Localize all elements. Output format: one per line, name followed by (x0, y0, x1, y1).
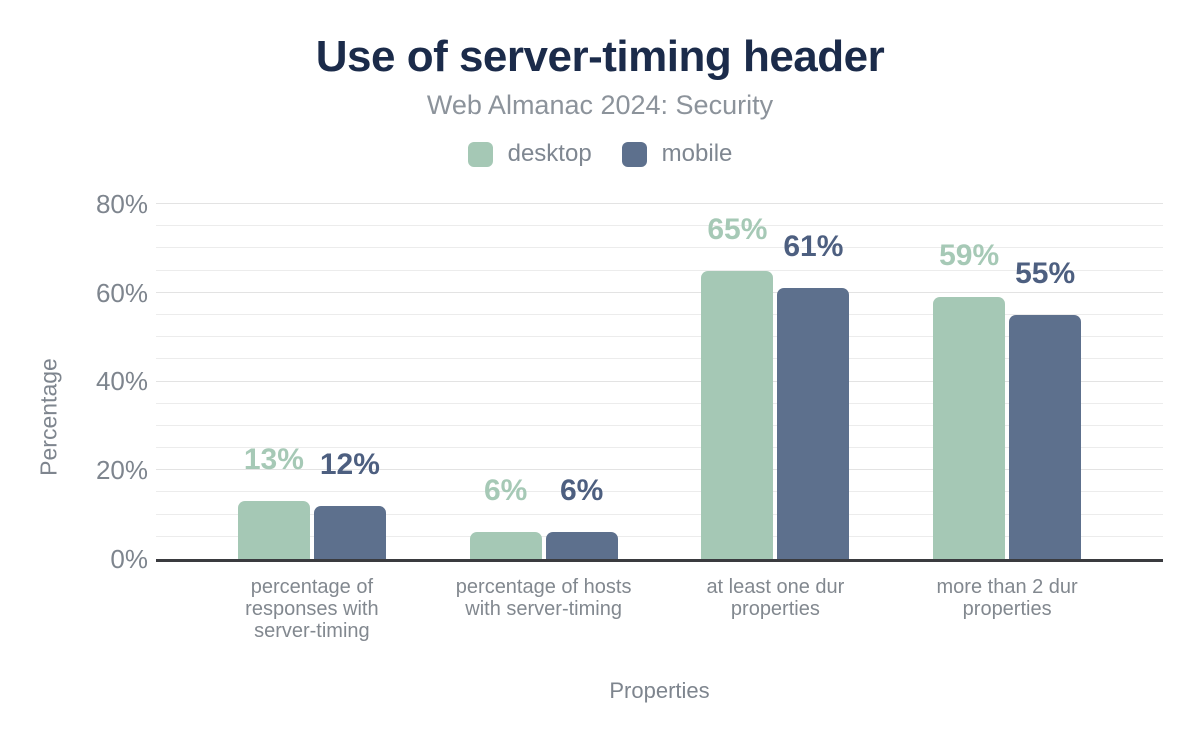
bar-mobile-more-than-2-dur: 55% (1009, 258, 1082, 559)
bar-value-label: 55% (1015, 256, 1076, 290)
y-tick-0: 0% (110, 544, 148, 574)
gridline-40 (156, 380, 1163, 382)
x-category-label-more-than-2-dur: more than 2 dur properties (936, 576, 1078, 620)
plot-area (156, 203, 1163, 559)
y-tick-80: 80% (95, 189, 148, 219)
gridline-70 (156, 247, 1163, 249)
gridline-60 (156, 291, 1163, 293)
bar-value-label: 61% (783, 230, 844, 264)
gridline-10 (156, 513, 1163, 515)
legend: desktop mobile (0, 140, 1200, 168)
bar-group-more-than-2-dur: 59% 55% (891, 204, 1123, 559)
bar-mobile-at-least-one-dur: 61% (777, 232, 850, 559)
legend-item-desktop[interactable]: desktop (467, 140, 592, 168)
gridline-55 (156, 313, 1163, 315)
bar-value-label: 59% (939, 239, 1000, 273)
chart-title: Use of server-timing header (315, 32, 885, 81)
x-axis-title: Properties (609, 678, 710, 703)
gridline-80 (156, 203, 1163, 204)
x-category-label-hosts: percentage of hosts with server-timing (455, 576, 632, 620)
gridline-20 (156, 469, 1163, 471)
bar-value-label: 65% (707, 212, 768, 246)
mobile-swatch-icon (621, 141, 647, 167)
x-axis-category-labels: percentage of responses with server-timi… (156, 576, 1163, 642)
gridline-45 (156, 358, 1163, 360)
bar-group-responses: 13% 12% (196, 204, 428, 559)
gridline-15 (156, 491, 1163, 493)
x-category-label-responses: percentage of responses with server-timi… (245, 576, 379, 642)
bar-desktop-hosts: 6% (469, 476, 542, 559)
bar-mobile-hosts: 6% (545, 476, 618, 559)
gridline-5 (156, 535, 1163, 537)
gridline-75 (156, 225, 1163, 227)
bar-desktop-at-least-one-dur: 65% (701, 214, 774, 559)
bar-value-label: 6% (559, 474, 604, 508)
y-tick-60: 60% (95, 278, 148, 308)
bars-area: 13% 12% 6% 6% 65% 61% 59% (156, 204, 1163, 559)
chart-subtitle: Web Almanac 2024: Security (426, 90, 774, 120)
x-axis-line (156, 559, 1163, 562)
gridline-65 (156, 269, 1163, 271)
gridline-50 (156, 336, 1163, 338)
desktop-swatch-icon (467, 141, 493, 167)
legend-label-desktop: desktop (507, 140, 592, 167)
gridline-30 (156, 424, 1163, 426)
bar-group-hosts: 6% 6% (428, 204, 660, 559)
bar-desktop-more-than-2-dur: 59% (933, 241, 1006, 559)
x-category-label-at-least-one-dur: at least one dur properties (706, 576, 845, 620)
bar-value-label: 12% (319, 447, 380, 481)
bar-mobile-responses: 12% (313, 449, 386, 559)
y-tick-40: 40% (95, 366, 148, 396)
legend-item-mobile[interactable]: mobile (621, 140, 733, 168)
gridline-35 (156, 402, 1163, 404)
legend-label-mobile: mobile (661, 140, 733, 167)
bar-value-label: 13% (243, 443, 304, 477)
bar-desktop-responses: 13% (237, 445, 310, 559)
bar-value-label: 6% (483, 474, 528, 508)
bar-group-at-least-one-dur: 65% 61% (660, 204, 892, 559)
gridline-25 (156, 447, 1163, 449)
y-tick-20: 20% (95, 455, 148, 485)
